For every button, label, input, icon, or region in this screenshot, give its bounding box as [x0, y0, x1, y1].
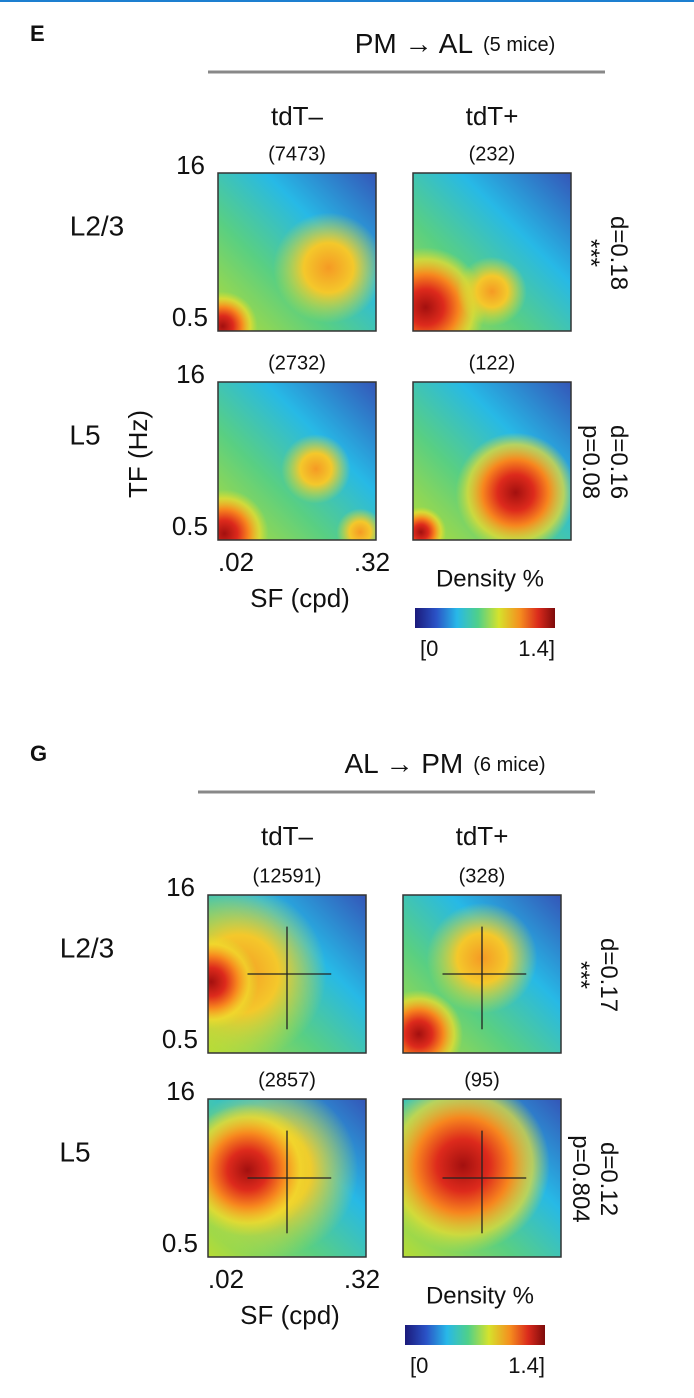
- mice-count: (5 mice): [483, 34, 555, 56]
- map-frame: [207, 1098, 367, 1258]
- y-tick-label: 0.5: [172, 302, 208, 332]
- stat-d: d=0.12: [595, 1142, 622, 1216]
- stat-p: ***: [567, 961, 594, 989]
- layer-label: L5: [59, 1136, 90, 1167]
- density-map: [218, 173, 376, 331]
- stat-p: ***: [577, 239, 604, 267]
- y-tick-label: 0.5: [172, 511, 208, 541]
- title-text: PM → AL: [355, 28, 473, 59]
- layer-label: L2/3: [60, 932, 115, 963]
- mice-count: (6 mice): [473, 754, 545, 776]
- map-frame: [207, 894, 367, 1054]
- density-map: [218, 382, 376, 540]
- cell-count: (95): [464, 1069, 500, 1091]
- x-tick-label: .32: [354, 547, 390, 577]
- map-frame: [402, 894, 562, 1054]
- map-frame: [217, 381, 377, 541]
- stat-p: p=0.804: [567, 1135, 594, 1222]
- map-frame: [402, 1098, 562, 1258]
- stat-d: d=0.16: [605, 425, 632, 499]
- map-frame: [412, 381, 572, 541]
- density-blob: [336, 508, 376, 540]
- density-blob: [218, 489, 269, 540]
- colorbar-min: [0: [420, 636, 438, 661]
- colorbar-min: [0: [410, 1353, 428, 1378]
- panel-letter: G: [30, 741, 47, 766]
- x-tick-label: .32: [344, 1264, 380, 1294]
- y-tick-label: 16: [176, 359, 205, 389]
- row-stats: d=0.16p=0.08: [577, 425, 632, 499]
- map-frame: [217, 172, 377, 332]
- colorbar: [405, 1325, 545, 1345]
- colorbar-label: Density %: [426, 1282, 534, 1309]
- cell-count: (12591): [253, 865, 322, 887]
- colorbar-max: 1.4]: [518, 636, 555, 661]
- colorbar-max: 1.4]: [508, 1353, 545, 1378]
- cell-count: (7473): [268, 143, 326, 165]
- title-text: AL → PM: [344, 748, 463, 779]
- colorbar-label: Density %: [436, 565, 544, 592]
- density-blob: [218, 291, 258, 331]
- cell-count: (328): [459, 865, 506, 887]
- cell-count: (122): [469, 352, 516, 374]
- stat-d: d=0.17: [595, 938, 622, 1012]
- density-blob: [208, 1103, 314, 1237]
- stat-p: p=0.08: [577, 425, 604, 499]
- column-label: tdT+: [466, 101, 519, 131]
- density-blob: [273, 212, 376, 324]
- density-map: [208, 1099, 366, 1257]
- stat-d: d=0.18: [605, 216, 632, 290]
- row-stats: d=0.17***: [567, 938, 622, 1012]
- density-blob: [455, 432, 571, 540]
- density-blob: [403, 1099, 550, 1253]
- column-label: tdT–: [271, 101, 324, 131]
- x-tick-label: .02: [208, 1264, 244, 1294]
- column-label: tdT–: [261, 821, 314, 851]
- panel-letter: E: [30, 21, 45, 46]
- x-axis-label: SF (cpd): [240, 1300, 340, 1330]
- x-axis-label: SF (cpd): [250, 583, 350, 613]
- cell-count: (2857): [258, 1069, 316, 1091]
- panel-title: AL → PM (6 mice): [344, 748, 545, 779]
- map-frame: [412, 172, 572, 332]
- density-blob: [413, 506, 447, 540]
- density-blob: [457, 256, 527, 327]
- row-stats: d=0.18***: [577, 216, 632, 290]
- y-tick-label: 0.5: [162, 1024, 198, 1054]
- y-axis-label: TF (Hz): [123, 410, 153, 498]
- density-map: [413, 382, 571, 540]
- colorbar: [415, 608, 555, 628]
- layer-label: L5: [69, 419, 100, 450]
- y-tick-label: 16: [166, 872, 195, 902]
- y-tick-label: 0.5: [162, 1228, 198, 1258]
- row-stats: d=0.12p=0.804: [567, 1135, 622, 1222]
- y-tick-label: 16: [166, 1076, 195, 1106]
- column-label: tdT+: [456, 821, 509, 851]
- y-tick-label: 16: [176, 150, 205, 180]
- cell-count: (232): [469, 143, 516, 165]
- cell-count: (2732): [268, 352, 326, 374]
- density-blob: [403, 989, 464, 1053]
- layer-label: L2/3: [70, 210, 125, 241]
- density-map: [403, 1099, 561, 1257]
- density-map: [413, 173, 571, 331]
- x-tick-label: .02: [218, 547, 254, 577]
- density-blob: [281, 434, 351, 504]
- density-blob: [208, 934, 259, 1030]
- panel-title: PM → AL (5 mice): [355, 28, 556, 59]
